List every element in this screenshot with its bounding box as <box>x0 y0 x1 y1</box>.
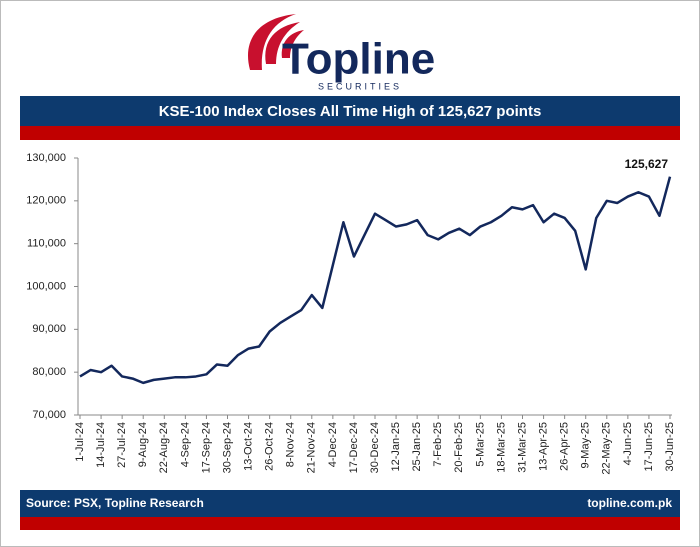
x-tick-label: 26-Apr-25 <box>559 422 571 471</box>
x-tick-label: 5-Mar-25 <box>474 422 486 467</box>
x-tick-label: 18-Mar-25 <box>495 422 507 473</box>
x-tick-label: 26-Oct-24 <box>264 422 276 471</box>
x-tick-label: 17-Jun-25 <box>643 422 655 472</box>
x-tick-label: 22-Aug-24 <box>158 422 170 473</box>
x-tick-label: 1-Jul-24 <box>74 422 86 462</box>
chart-title: KSE-100 Index Closes All Time High of 12… <box>159 103 542 120</box>
x-tick-label: 12-Jan-25 <box>390 422 402 472</box>
website: topline.com.pk <box>587 496 672 510</box>
x-tick-label: 17-Dec-24 <box>348 422 360 473</box>
footer-stripe <box>20 517 680 530</box>
y-tick-label: 70,000 <box>32 409 66 421</box>
x-tick-label: 20-Feb-25 <box>453 422 465 473</box>
logo-arc <box>247 14 296 70</box>
y-tick-label: 130,000 <box>26 152 66 164</box>
y-tick-label: 100,000 <box>26 280 66 292</box>
logo-arc <box>265 22 300 64</box>
value-label: 125,627 <box>625 157 669 171</box>
logo: Topline SECURITIES <box>247 14 435 91</box>
x-tick-label: 7-Feb-25 <box>432 422 444 467</box>
x-tick-label: 22-May-25 <box>601 422 613 475</box>
x-tick-label: 9-May-25 <box>580 422 592 468</box>
x-tick-label: 13-Apr-25 <box>537 422 549 471</box>
y-tick-label: 120,000 <box>26 195 66 207</box>
tagline: SECURITIES <box>318 81 402 91</box>
x-tick-label: 4-Jun-25 <box>622 422 634 465</box>
index-line <box>79 176 672 385</box>
brand: Topline <box>282 35 435 84</box>
x-tick-label: 25-Jan-25 <box>411 422 423 472</box>
x-tick-label: 13-Oct-24 <box>242 422 254 471</box>
x-tick-label: 17-Sep-24 <box>200 422 212 473</box>
x-tick-label: 21-Nov-24 <box>306 422 318 473</box>
source: Source: PSX, Topline Research <box>26 496 204 510</box>
x-tick-label: 9-Aug-24 <box>137 422 149 467</box>
logo-arc <box>281 30 304 58</box>
y-tick-label: 80,000 <box>32 366 66 378</box>
footer-bar <box>20 490 680 517</box>
x-tick-label: 30-Sep-24 <box>221 422 233 473</box>
x-tick-label: 31-Mar-25 <box>516 422 528 473</box>
y-tick-label: 110,000 <box>27 238 66 250</box>
title-stripe <box>20 126 680 140</box>
y-tick-label: 90,000 <box>32 323 66 335</box>
x-tick-label: 30-Dec-24 <box>369 422 381 473</box>
x-tick-label: 30-Jun-25 <box>664 422 676 472</box>
x-tick-label: 14-Jul-24 <box>95 422 107 468</box>
x-tick-label: 27-Jul-24 <box>116 422 128 468</box>
x-tick-label: 4-Sep-24 <box>179 422 191 467</box>
x-tick-label: 4-Dec-24 <box>327 422 339 467</box>
x-tick-label: 8-Nov-24 <box>285 422 297 467</box>
title-bar <box>20 96 680 126</box>
